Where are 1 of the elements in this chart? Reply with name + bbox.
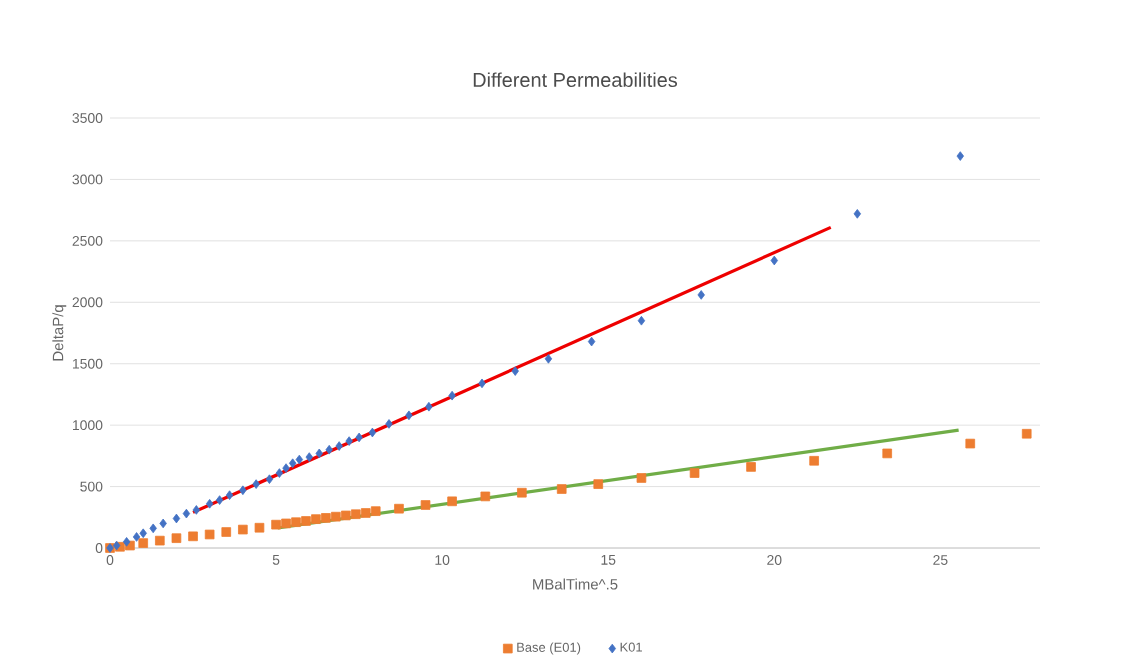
- chart-title: Different Permeabilities: [473, 72, 678, 87]
